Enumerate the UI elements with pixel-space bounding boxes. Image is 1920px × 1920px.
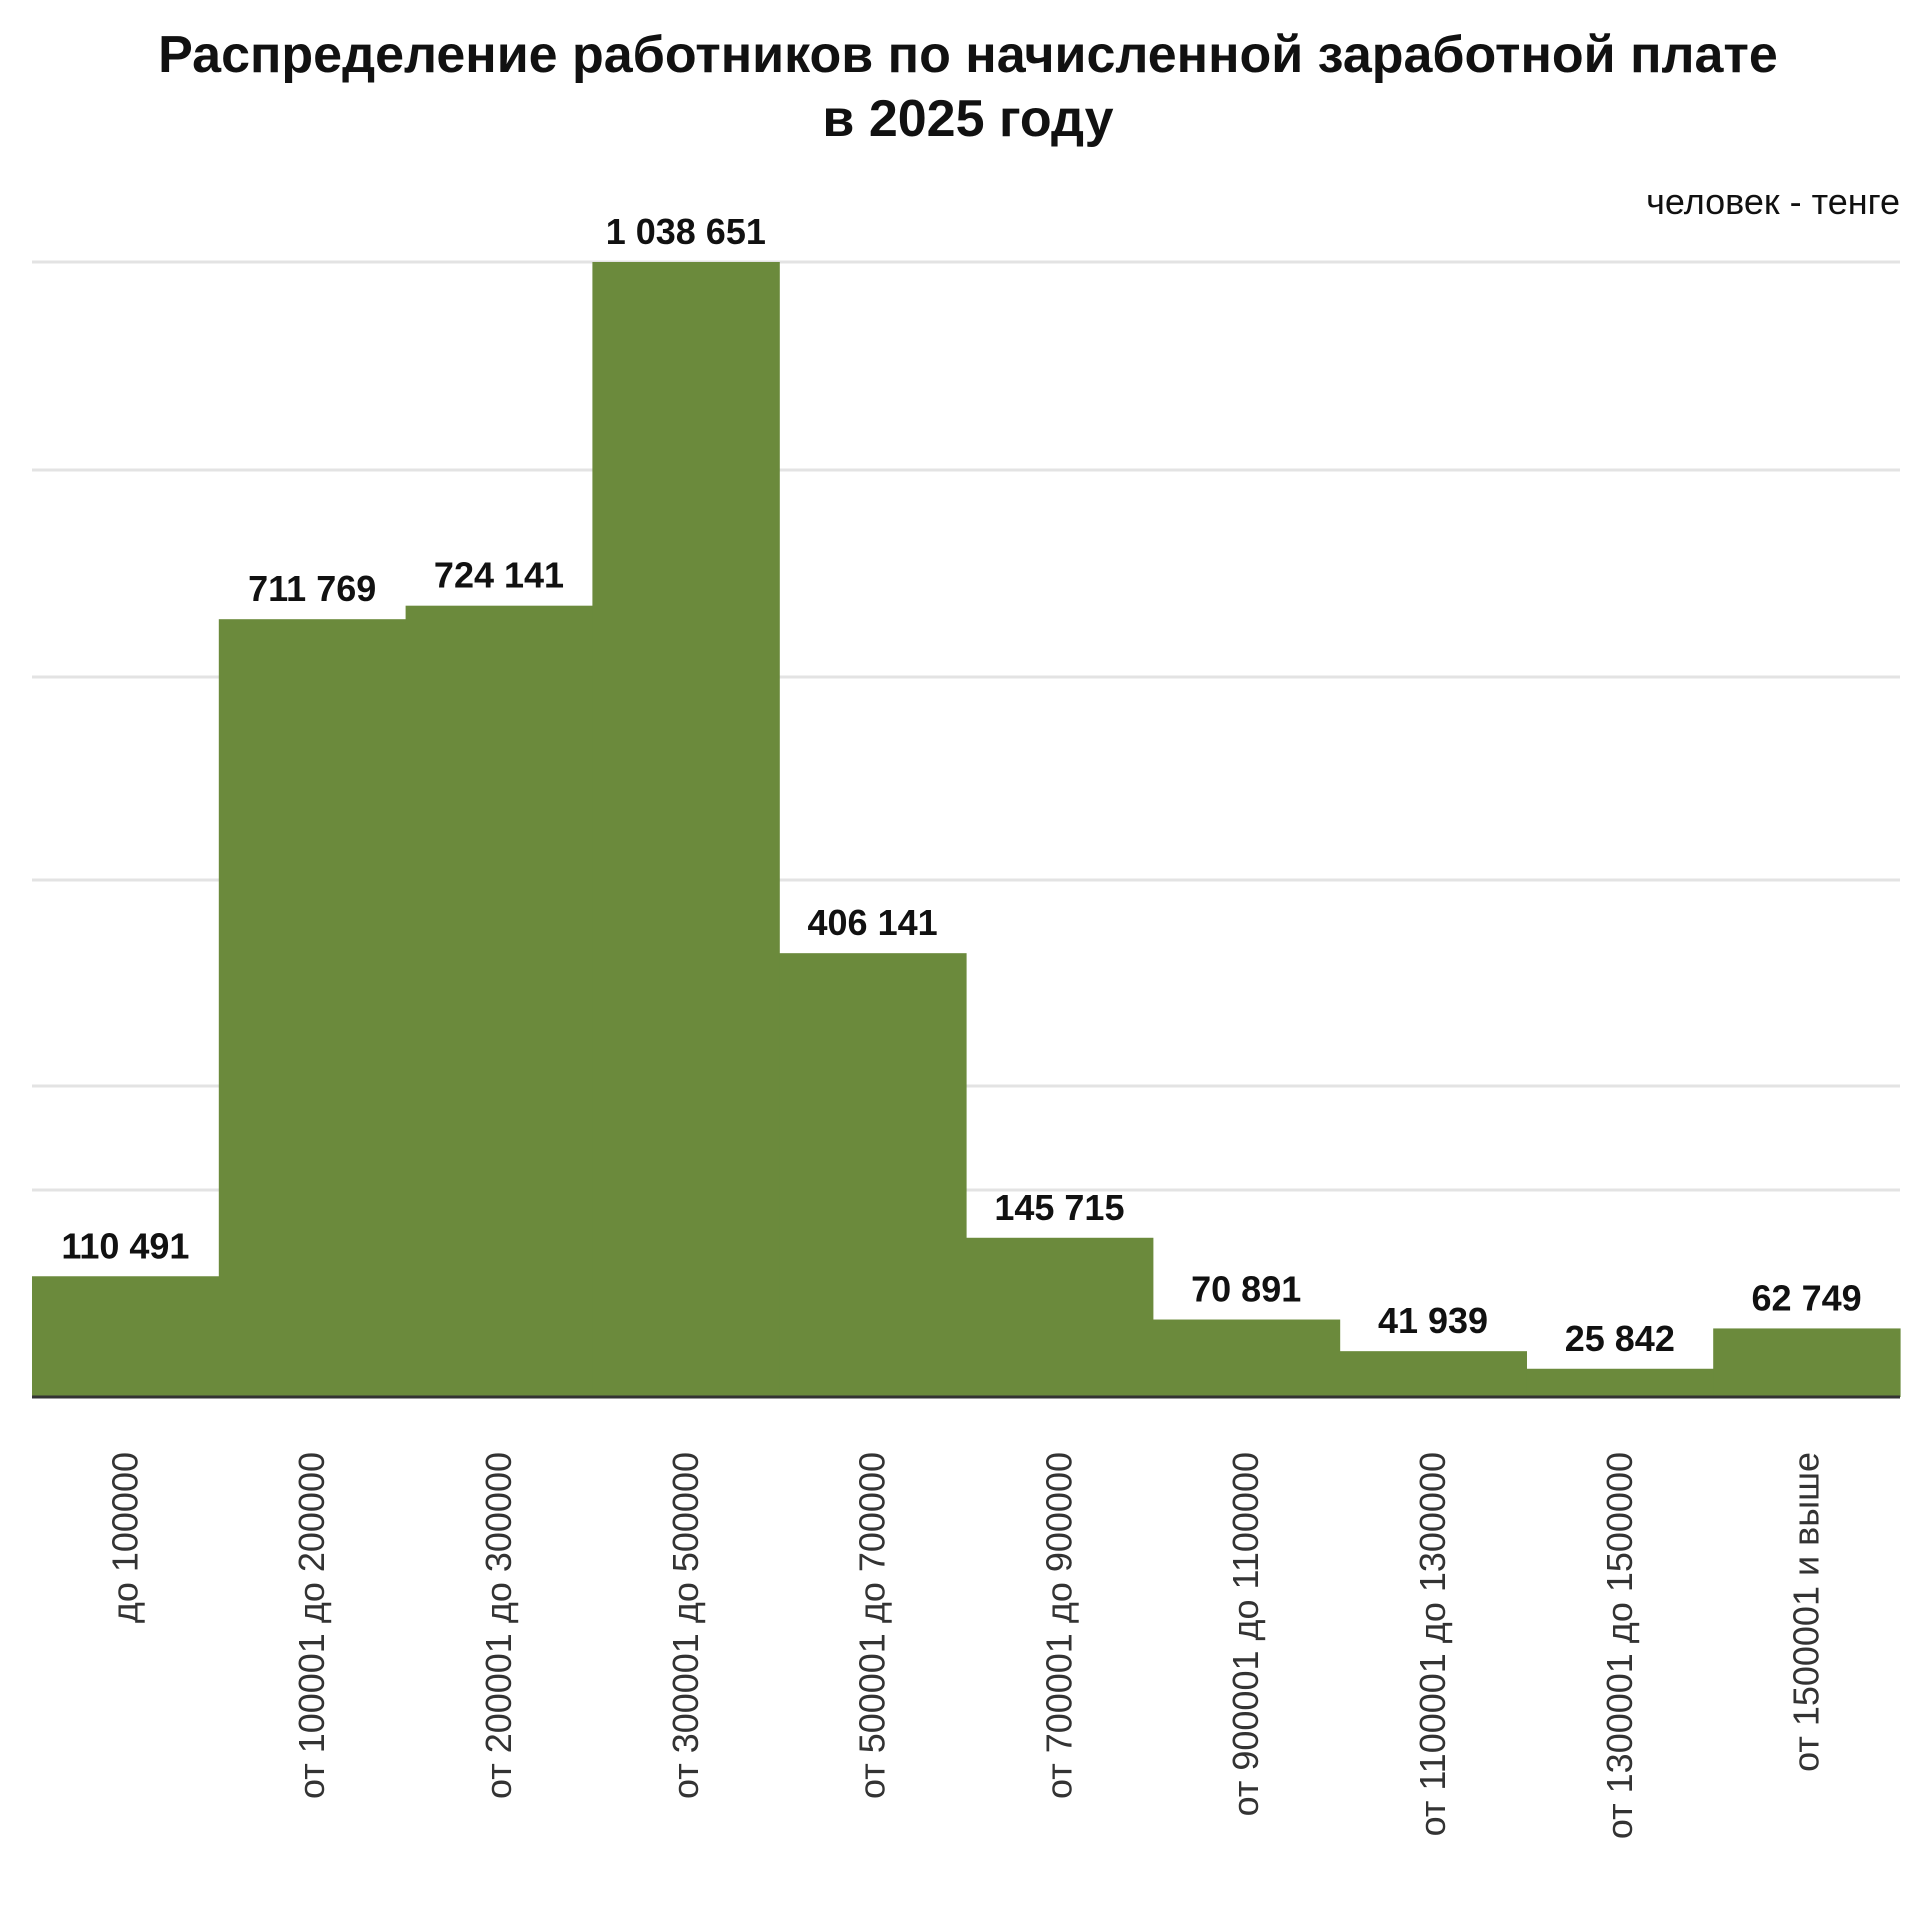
bar-8 [1339,1351,1527,1397]
data-label-10: 62 749 [1752,1277,1862,1318]
unit-note: человек - тенге [1646,181,1900,222]
category-label-6: от 700001 до 900000 [1038,1452,1079,1799]
category-label-2: от 100001 до 200000 [291,1452,332,1799]
data-label-6: 145 715 [994,1187,1124,1228]
category-label-3: от 200001 до 300000 [478,1452,519,1799]
chart-title-line-2: в 2025 году [822,90,1113,148]
data-labels: 110 491 711 769 724 141 1 038 651 406 141 145… [61,211,1861,1359]
bar-9 [1526,1368,1714,1397]
data-label-7: 70 891 [1191,1269,1301,1310]
bar-2 [218,619,407,1397]
chart-title-line-1: Распределение работников по начисленной … [158,26,1778,84]
bar-3 [405,605,593,1397]
bars [32,262,1901,1397]
category-label-10: от 1500001 и выше [1786,1452,1827,1772]
bar-7 [1152,1319,1341,1397]
data-label-2: 711 769 [248,568,376,609]
category-label-8: от 1100001 до 1300000 [1412,1452,1453,1836]
category-label-9: от 1300001 до 1500000 [1599,1452,1640,1839]
data-label-9: 25 842 [1565,1318,1675,1359]
category-label-5: от 500001 до 700000 [852,1452,893,1799]
data-label-4: 1 038 651 [606,211,766,252]
category-labels: до 100000 от 100001 до 200000 от 200001 до… [104,1452,1826,1839]
data-label-5: 406 141 [808,902,938,943]
bar-6 [966,1237,1154,1397]
data-label-8: 41 939 [1378,1300,1488,1341]
category-label-4: от 300001 до 500000 [665,1452,706,1799]
bar-1 [32,1276,220,1397]
category-label-7: от 900001 до 1100000 [1225,1452,1266,1816]
category-label-1: до 100000 [104,1452,145,1623]
bar-5 [779,953,967,1397]
bar-10 [1713,1328,1901,1397]
bar-4 [592,262,780,1397]
data-label-3: 724 141 [434,555,564,596]
data-label-1: 110 491 [61,1225,189,1266]
